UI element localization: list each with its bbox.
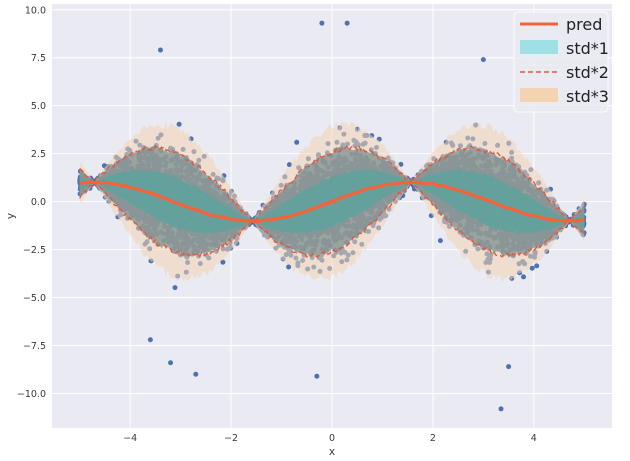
scatter-point: [286, 264, 292, 270]
scatter-point: [294, 139, 300, 145]
scatter-point: [286, 162, 292, 168]
scatter-point: [176, 121, 182, 127]
scatter-point: [220, 259, 226, 265]
scatter-point: [534, 263, 540, 269]
scatter-point: [521, 274, 526, 280]
scatter-point: [437, 238, 443, 244]
scatter-point: [172, 285, 178, 291]
scatter-point: [529, 265, 535, 271]
